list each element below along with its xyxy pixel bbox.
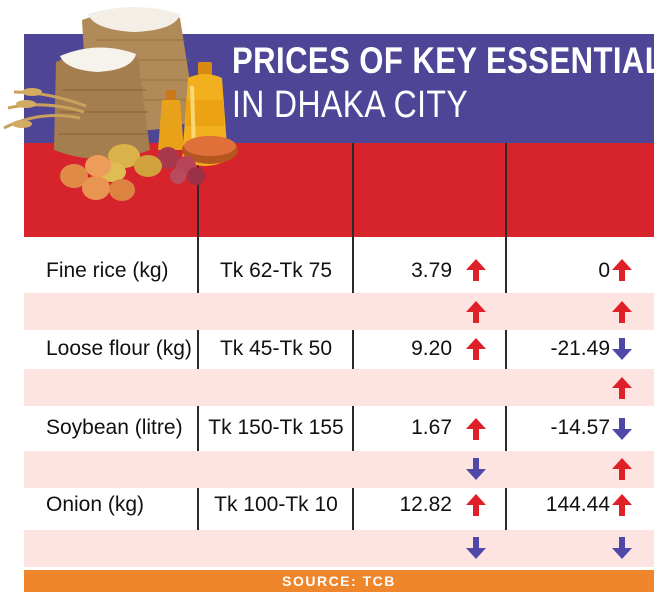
up-arrow-icon xyxy=(466,259,486,281)
sub-row-band xyxy=(24,530,654,567)
price-range: Tk 150-Tk 155 xyxy=(208,416,344,439)
sub-row-band xyxy=(24,293,654,330)
up-arrow-icon xyxy=(612,377,632,399)
column-divider xyxy=(505,143,507,565)
up-arrow-icon xyxy=(612,259,632,281)
up-arrow-icon xyxy=(612,458,632,480)
down-arrow-icon xyxy=(612,418,632,440)
item-name: Soybean (litre) xyxy=(46,416,183,439)
wheat-icon xyxy=(3,88,87,130)
up-arrow-icon xyxy=(466,494,486,516)
lentils-icon xyxy=(182,136,238,164)
change-value-2: 144.44 xyxy=(545,493,610,516)
price-range: Tk 45-Tk 50 xyxy=(219,337,333,360)
down-arrow-icon xyxy=(466,537,486,559)
price-range: Tk 62-Tk 75 xyxy=(219,259,333,282)
column-divider xyxy=(352,143,354,565)
title-line-1: PRICES OF KEY ESSENTIALS xyxy=(232,40,654,81)
oil-bottle-icon xyxy=(158,90,184,150)
change-value-2: -14.57 xyxy=(550,416,610,439)
flour-sack-icon xyxy=(54,47,150,159)
column-divider xyxy=(197,143,199,565)
change-value-1: 9.20 xyxy=(411,337,452,360)
title-line-2: IN DHAKA CITY xyxy=(232,84,469,126)
up-arrow-icon xyxy=(612,301,632,323)
down-arrow-icon xyxy=(612,537,632,559)
eggs-icon xyxy=(60,155,135,201)
change-value-1: 12.82 xyxy=(399,493,452,516)
item-name: Fine rice (kg) xyxy=(46,259,169,282)
down-arrow-icon xyxy=(612,338,632,360)
down-arrow-icon xyxy=(466,458,486,480)
up-arrow-icon xyxy=(466,338,486,360)
change-value-1: 3.79 xyxy=(411,259,452,282)
onion-icon xyxy=(157,147,205,185)
price-range: Tk 100-Tk 10 xyxy=(214,493,338,516)
source-bar: SOURCE: TCB xyxy=(24,570,654,592)
change-value-2: 0 xyxy=(598,259,610,282)
sub-row-band xyxy=(24,369,654,406)
sub-row-band xyxy=(24,451,654,488)
change-value-2: -21.49 xyxy=(550,337,610,360)
item-name: Loose flour (kg) xyxy=(46,337,192,360)
item-name: Onion (kg) xyxy=(46,493,145,516)
food-illustration xyxy=(3,7,238,201)
change-value-1: 1.67 xyxy=(411,416,452,439)
up-arrow-icon xyxy=(612,494,632,516)
up-arrow-icon xyxy=(466,301,486,323)
up-arrow-icon xyxy=(466,418,486,440)
